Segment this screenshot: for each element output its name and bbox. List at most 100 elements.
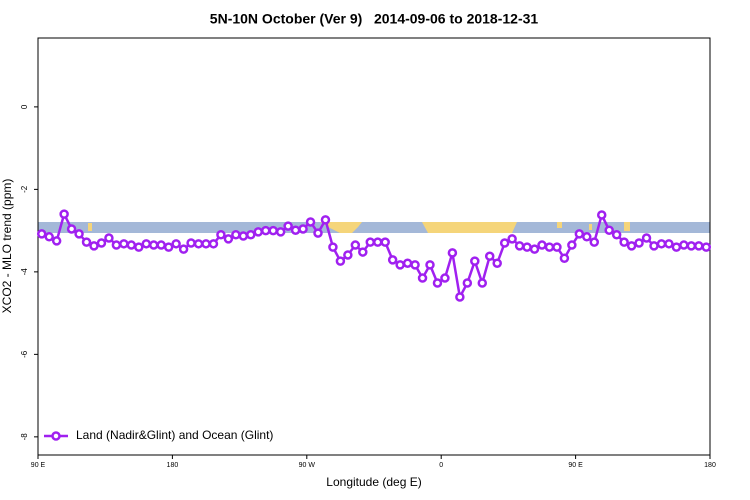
data-point [694,241,704,251]
data-point [193,239,204,249]
data-point [89,241,99,251]
y-axis-label: XCO2 - MLO trend (ppm) [0,179,14,314]
data-point [238,231,249,241]
data-point [492,258,502,268]
data-point [395,260,405,270]
y-tick-label: -6 [20,350,29,358]
data-point [119,239,129,249]
data-point [507,234,517,244]
data-point [51,236,62,246]
data-point [641,233,652,243]
data-point [283,221,293,231]
data-point [186,238,196,248]
data-point [253,227,264,237]
data-point [402,258,413,268]
data-point [290,225,301,235]
data-point [701,242,712,252]
data-point [231,229,241,240]
data-point [335,256,346,266]
data-point [208,239,219,249]
y-tick-label: -8 [20,433,29,441]
data-point [59,209,69,219]
land-patch [320,222,362,233]
data-point [656,239,667,249]
data-point [268,225,278,236]
data-point [529,244,540,254]
data-point [365,237,376,247]
data-point [36,229,47,239]
ocean-band [38,222,710,233]
data-point [552,242,562,252]
land-patch [557,222,562,228]
data-point [104,233,114,243]
data-point [216,229,226,240]
data-point [619,237,629,247]
x-tick-label: 180 [167,462,179,469]
x-tick-label: 90 W [299,462,316,469]
data-point [417,273,428,283]
data-point [455,292,465,302]
data-point [343,250,353,260]
chart-title: 5N-10N October (Ver 9) 2014-09-06 to 201… [210,11,539,27]
legend: Land (Nadir&Glint) and Ocean (Glint) [40,425,292,447]
data-point [432,278,443,288]
data-point [44,232,54,242]
data-point [589,237,600,247]
data-point [380,237,390,247]
data-point [74,229,84,239]
data-point [410,260,420,270]
data-point [126,240,137,250]
data-point [582,232,592,242]
x-tick-label: 0 [439,462,443,469]
data-point [171,239,181,249]
data-point [679,240,689,250]
data-point [148,240,159,250]
data-point [499,238,510,248]
data-point [462,278,473,288]
data-point [604,225,614,235]
land-patch [624,222,630,231]
data-point [111,240,122,250]
data-point [372,237,383,247]
data-point [358,247,368,257]
data-point [96,238,107,248]
data-point [537,240,547,250]
x-axis-label: Longitude (deg E) [326,475,421,489]
data-point [298,224,308,234]
data-point [440,273,450,283]
data-point [328,242,338,252]
y-tick-label: 0 [20,104,29,109]
data-point [156,240,166,250]
data-point [484,251,495,261]
data-point [305,217,316,227]
data-point [671,242,682,252]
data-point [686,241,697,251]
legend-label: Land (Nadir&Glint) and Ocean (Glint) [76,428,273,442]
data-point [387,255,398,265]
data-point [141,239,152,249]
x-tick-label: 90 E [31,462,46,469]
data-point [313,228,323,238]
data-point [134,242,144,252]
land-patch [589,224,592,230]
land-patch [88,223,92,231]
data-point [514,241,525,251]
data-point [477,278,488,288]
data-point [611,229,622,240]
data-point [649,241,659,251]
legend-marker [51,431,61,441]
data-point [470,256,480,266]
legend-box [40,425,292,447]
data-point [664,239,674,249]
data-point [163,242,174,252]
data-point [246,229,256,240]
data-point [574,229,585,239]
data-point [223,234,234,244]
land-ocean-band [38,222,710,233]
data-point [522,242,532,252]
data-point [559,253,570,264]
y-tick-label: -4 [20,268,29,276]
x-tick-label: 180 [704,462,716,469]
data-point [626,241,637,251]
